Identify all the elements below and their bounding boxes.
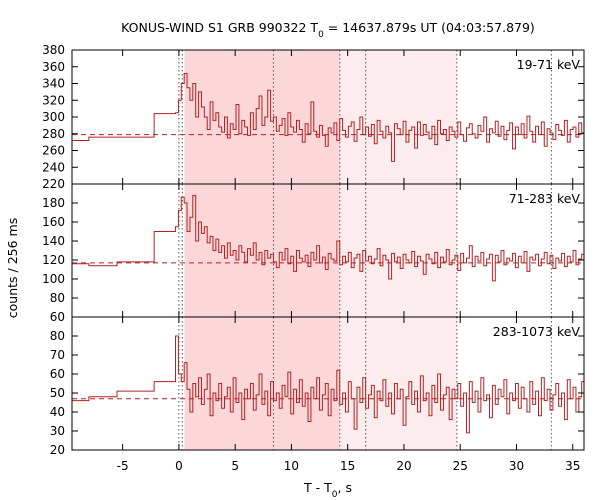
x-tick-label: 35 bbox=[565, 459, 580, 473]
shaded-interval-2 bbox=[339, 184, 457, 317]
energy-band-label: 283-1073 keV bbox=[493, 324, 581, 339]
y-tick-label: 40 bbox=[50, 405, 65, 419]
y-tick-label: 140 bbox=[42, 234, 65, 248]
y-tick-label: 30 bbox=[50, 424, 65, 438]
shaded-interval-1 bbox=[184, 184, 340, 317]
y-axis-label: counts / 256 ms bbox=[5, 218, 20, 318]
chart-title-prefix: KONUS-WIND S1 GRB 990322 T bbox=[121, 20, 318, 35]
y-tick-label: 320 bbox=[42, 93, 65, 107]
x-tick-label: 5 bbox=[231, 459, 239, 473]
panel-3: 20 30 40 50 60 70 80 283-1073 keV bbox=[50, 316, 585, 457]
x-tick-label: 15 bbox=[340, 459, 355, 473]
y-tick-label: 70 bbox=[50, 348, 65, 362]
x-tick-label: 25 bbox=[453, 459, 468, 473]
y-tick-label: 280 bbox=[42, 127, 65, 141]
energy-band-label: 19-71 keV bbox=[517, 57, 581, 72]
y-tick-label: 60 bbox=[50, 310, 65, 324]
y-tick-label: 80 bbox=[50, 329, 65, 343]
y-tick-label: 360 bbox=[42, 60, 65, 74]
x-tick-label: 0 bbox=[175, 459, 183, 473]
y-tick-label: 100 bbox=[42, 272, 65, 286]
y-tick-label: 60 bbox=[50, 367, 65, 381]
x-axis-label-suffix: , s bbox=[338, 480, 352, 495]
light-curve-histogram bbox=[72, 72, 584, 162]
y-tick-label: 50 bbox=[50, 386, 65, 400]
x-tick-label: 20 bbox=[396, 459, 411, 473]
x-axis-label-subscript: 0 bbox=[332, 490, 338, 500]
x-axis-label: T - T0, s bbox=[303, 480, 352, 500]
y-tick-label: 160 bbox=[42, 215, 65, 229]
x-tick-label: 30 bbox=[509, 459, 524, 473]
chart-title: KONUS-WIND S1 GRB 990322 T0 = 14637.879s… bbox=[121, 20, 535, 40]
y-tick-label: 80 bbox=[50, 291, 65, 305]
energy-band-label: 71-283 keV bbox=[509, 191, 581, 206]
x-axis-label-prefix: T - T bbox=[303, 480, 332, 495]
chart-title-subscript: 0 bbox=[318, 30, 324, 40]
y-tick-label: 20 bbox=[50, 443, 65, 457]
y-tick-label: 300 bbox=[42, 110, 65, 124]
shaded-interval-2 bbox=[339, 50, 457, 184]
y-tick-label: 120 bbox=[42, 253, 65, 267]
y-tick-label: 180 bbox=[42, 196, 65, 210]
panel-1: 220 240 260 280 300 320 340 360 380 19-71 keV bbox=[42, 43, 585, 191]
x-tick-label: -5 bbox=[117, 459, 129, 473]
y-tick-label: 340 bbox=[42, 77, 65, 91]
y-tick-label: 380 bbox=[42, 43, 65, 57]
y-tick-label: 260 bbox=[42, 144, 65, 158]
panel-2: 60 80 100 120 140 160 180 71-283 keV bbox=[42, 183, 585, 324]
shaded-interval-2 bbox=[339, 317, 457, 450]
light-curve-histogram bbox=[72, 335, 584, 434]
light-curve-histogram bbox=[72, 194, 584, 282]
y-tick-label: 240 bbox=[42, 160, 65, 174]
panel-frame bbox=[71, 316, 585, 451]
chart-title-suffix: = 14637.879s UT (04:03:57.879) bbox=[324, 20, 535, 35]
x-tick-label: 10 bbox=[284, 459, 299, 473]
y-tick-label: 220 bbox=[42, 177, 65, 191]
